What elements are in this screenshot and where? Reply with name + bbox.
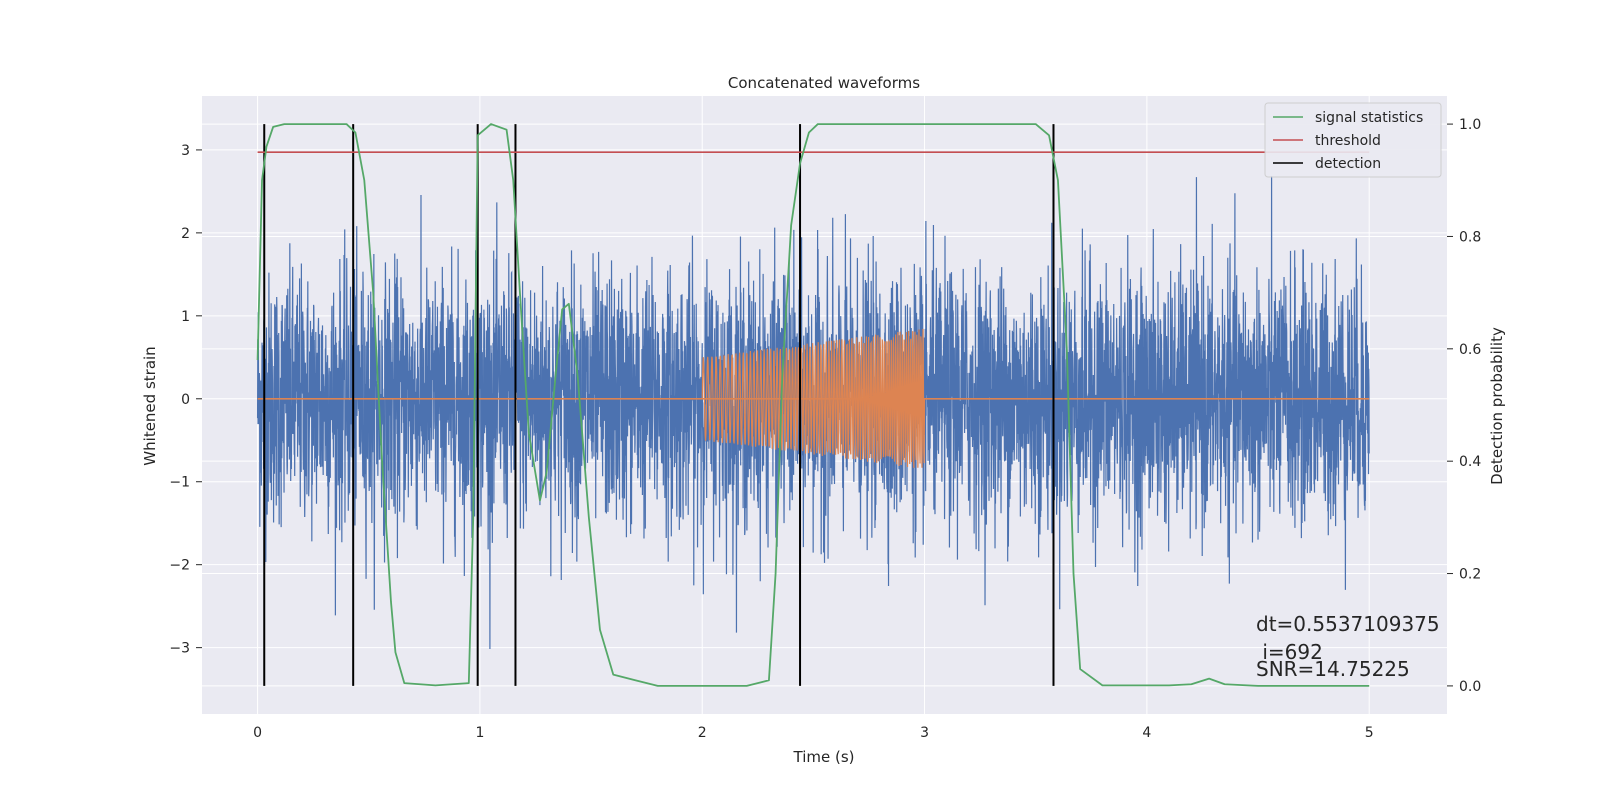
y-axis-label: Whitened strain: [141, 346, 159, 465]
y-tick-label: 3: [181, 143, 190, 159]
x-tick-label: 1: [475, 725, 484, 741]
signal-statistics-layer: [256, 123, 1370, 687]
x-axis-label: Time (s): [793, 748, 855, 766]
y2-axis-label: Detection probability: [1488, 327, 1506, 485]
y2-tick-label: 1.0: [1459, 117, 1481, 133]
injected-waveform-series: [257, 328, 1370, 468]
y2-tick-label: 0.2: [1459, 567, 1481, 583]
x-tick-label: 0: [253, 725, 262, 741]
y-tick-label: −3: [169, 641, 190, 657]
x-tick-label: 5: [1365, 725, 1374, 741]
legend-label-threshold: threshold: [1315, 133, 1381, 149]
legend-box: [1264, 102, 1442, 178]
y-tick-label: 2: [181, 226, 190, 242]
y2-tick-label: 0.8: [1459, 229, 1481, 245]
signal-statistics-line: [256, 123, 1370, 687]
y-tick-label: −1: [169, 475, 190, 491]
y-tick-label: 0: [181, 392, 190, 408]
chart-title: Concatenated waveforms: [728, 74, 920, 92]
y-tick-label: −2: [169, 558, 190, 574]
legend-label-detection: detection: [1315, 156, 1381, 172]
legend: signal statistics threshold detection: [1264, 102, 1442, 178]
y-tick-label: 1: [181, 309, 190, 325]
annotation-snr: SNR=14.75225: [1256, 657, 1410, 681]
x-tick-label: 3: [920, 725, 929, 741]
axis-ticks: 0 1 2 3 4 5 −3 −2 −1 0 1 2 3 0.0 0.2 0.4 0.6 0.8 1.0: [169, 117, 1481, 741]
x-tick-label: 4: [1142, 725, 1151, 741]
legend-label-signal-statistics: signal statistics: [1315, 110, 1423, 126]
y2-tick-label: 0.6: [1459, 342, 1481, 358]
annotation-dt: dt=0.5537109375: [1256, 612, 1440, 636]
injected-waveform-line: [701, 328, 926, 468]
annotation-index: i=692: [1256, 640, 1323, 664]
y2-tick-label: 0.4: [1459, 454, 1481, 470]
x-tick-label: 2: [698, 725, 707, 741]
y2-tick-label: 0.0: [1459, 679, 1481, 695]
